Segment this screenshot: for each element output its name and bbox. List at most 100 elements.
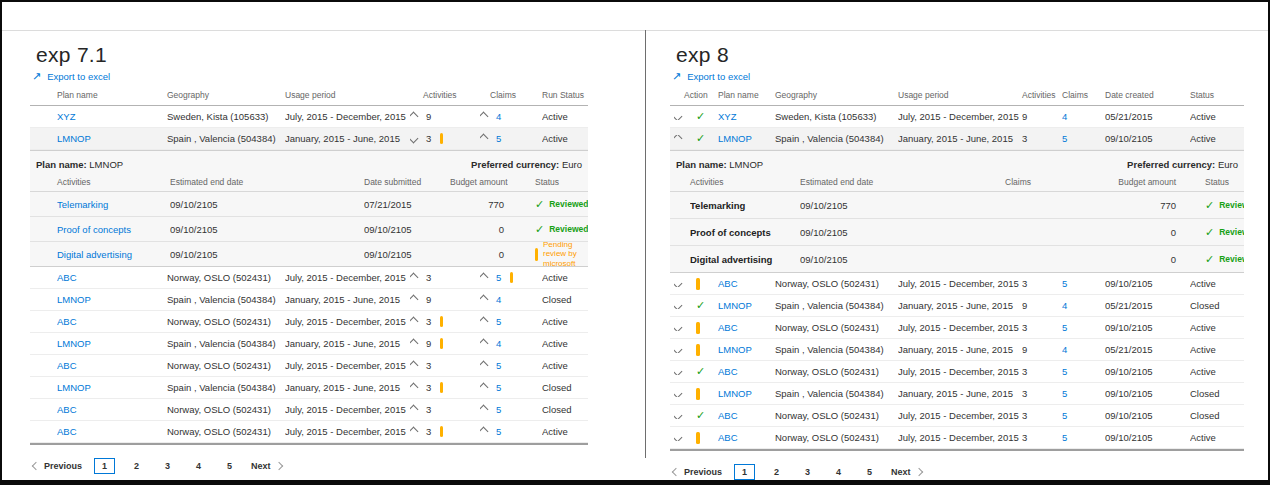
- plan-link[interactable]: ABC: [57, 316, 167, 327]
- chevron-up-icon[interactable]: [674, 135, 682, 142]
- plan-link[interactable]: XYZ: [718, 111, 775, 122]
- chevron-up-icon[interactable]: [410, 339, 418, 349]
- page-number-3[interactable]: 3: [798, 465, 817, 479]
- detail-row[interactable]: Proof of concepts09/10/210509/10/21050✓R…: [30, 217, 588, 242]
- table-row[interactable]: ✓XYZSweden, Kista (105633)July, 2015 - D…: [670, 106, 1244, 128]
- plan-link[interactable]: LMNOP: [718, 388, 775, 399]
- claims-link[interactable]: 5: [496, 360, 501, 371]
- plan-link[interactable]: LMNOP: [718, 300, 775, 311]
- table-row[interactable]: ✓ABCNorway, OSLO (502431)July, 2015 - De…: [670, 361, 1244, 383]
- chevron-up-icon[interactable]: [480, 383, 488, 393]
- table-row[interactable]: LMNOPSpain , Valencia (504384)January, 2…: [30, 333, 588, 355]
- pagination-previous[interactable]: Previous: [33, 461, 82, 471]
- chevron-up-icon[interactable]: [480, 405, 488, 415]
- plan-link[interactable]: ABC: [718, 410, 775, 421]
- plan-link[interactable]: ABC: [57, 360, 167, 371]
- claims-link[interactable]: 5: [496, 426, 501, 437]
- detail-row[interactable]: Digital advertising09/10/210509/10/21050…: [30, 242, 588, 266]
- table-row[interactable]: ABCNorway, OSLO (502431)July, 2015 - Dec…: [670, 273, 1244, 295]
- table-row[interactable]: ABCNorway, OSLO (502431)July, 2015 - Dec…: [30, 267, 588, 289]
- table-row[interactable]: LMNOPSpain , Valencia (504384)January, 2…: [30, 128, 588, 150]
- export-to-excel-link[interactable]: ↗ Export to excel: [32, 71, 110, 82]
- chevron-up-icon[interactable]: [410, 427, 418, 437]
- chevron-up-icon[interactable]: [480, 339, 488, 349]
- chevron-down-icon[interactable]: [674, 368, 682, 375]
- page-number-4[interactable]: 4: [829, 465, 848, 479]
- claims-link[interactable]: 5: [1062, 432, 1105, 443]
- page-number-2[interactable]: 2: [767, 465, 786, 479]
- pagination-next[interactable]: Next: [251, 461, 282, 471]
- page-number-1[interactable]: 1: [734, 464, 755, 480]
- page-number-3[interactable]: 3: [158, 459, 177, 473]
- claims-link[interactable]: 5: [496, 316, 501, 327]
- claims-link[interactable]: 5: [496, 133, 501, 144]
- claims-link[interactable]: 4: [1062, 300, 1105, 311]
- pagination-previous[interactable]: Previous: [673, 467, 722, 477]
- chevron-down-icon[interactable]: [674, 280, 682, 287]
- detail-row[interactable]: Digital advertising09/10/21050✓Reviewed: [670, 246, 1244, 272]
- table-row[interactable]: ABCNorway, OSLO (502431)July, 2015 - Dec…: [30, 421, 588, 443]
- chevron-up-icon[interactable]: [480, 112, 488, 122]
- table-row[interactable]: XYZSweden, Kista (105633)July, 2015 - De…: [30, 106, 588, 128]
- claims-link[interactable]: 5: [1062, 322, 1105, 333]
- chevron-down-icon[interactable]: [674, 346, 682, 353]
- page-number-5[interactable]: 5: [220, 459, 239, 473]
- chevron-left-icon[interactable]: [672, 468, 680, 476]
- table-row[interactable]: LMNOPSpain , Valencia (504384)January, 2…: [30, 377, 588, 399]
- chevron-up-icon[interactable]: [480, 134, 488, 144]
- table-row[interactable]: ABCNorway, OSLO (502431)July, 2015 - Dec…: [670, 317, 1244, 339]
- page-number-5[interactable]: 5: [860, 465, 879, 479]
- chevron-down-icon[interactable]: [674, 434, 682, 441]
- plan-link[interactable]: ABC: [57, 426, 167, 437]
- claims-link[interactable]: 5: [1062, 133, 1105, 144]
- chevron-down-icon[interactable]: [674, 390, 682, 397]
- detail-row[interactable]: Telemarking09/10/210507/21/2015770✓Revie…: [30, 192, 588, 217]
- table-row[interactable]: LMNOPSpain , Valencia (504384)January, 2…: [30, 289, 588, 311]
- chevron-up-icon[interactable]: [410, 405, 418, 415]
- claims-link[interactable]: 4: [496, 111, 501, 122]
- plan-link[interactable]: ABC: [57, 404, 167, 415]
- plan-link[interactable]: LMNOP: [57, 382, 167, 393]
- chevron-up-icon[interactable]: [410, 383, 418, 393]
- chevron-up-icon[interactable]: [480, 295, 488, 305]
- chevron-right-icon[interactable]: [274, 462, 282, 470]
- chevron-up-icon[interactable]: [410, 295, 418, 305]
- chevron-up-icon[interactable]: [480, 273, 488, 283]
- detail-row[interactable]: Telemarking09/10/2105770✓Reviewed: [670, 192, 1244, 219]
- chevron-up-icon[interactable]: [480, 361, 488, 371]
- page-number-4[interactable]: 4: [189, 459, 208, 473]
- plan-link[interactable]: ABC: [57, 272, 167, 283]
- chevron-up-icon[interactable]: [410, 361, 418, 371]
- detail-row[interactable]: Proof of concepts09/10/21050✓Reviewed: [670, 219, 1244, 246]
- plan-link[interactable]: ABC: [718, 366, 775, 377]
- plan-link[interactable]: ABC: [718, 322, 775, 333]
- claims-link[interactable]: 5: [1062, 278, 1105, 289]
- claims-link[interactable]: 4: [496, 338, 501, 349]
- claims-link[interactable]: 5: [1062, 388, 1105, 399]
- claims-link[interactable]: 5: [1062, 410, 1105, 421]
- table-row[interactable]: LMNOPSpain , Valencia (504384)January, 2…: [670, 383, 1244, 405]
- table-row[interactable]: ABCNorway, OSLO (502431)July, 2015 - Dec…: [30, 355, 588, 377]
- chevron-up-icon[interactable]: [410, 317, 418, 327]
- plan-link[interactable]: LMNOP: [718, 133, 775, 144]
- chevron-up-icon[interactable]: [480, 317, 488, 327]
- chevron-down-icon[interactable]: [674, 302, 682, 309]
- chevron-down-icon[interactable]: [674, 113, 682, 120]
- claims-link[interactable]: 5: [1062, 366, 1105, 377]
- chevron-down-icon[interactable]: [674, 324, 682, 331]
- table-row[interactable]: LMNOPSpain , Valencia (504384)January, 2…: [670, 339, 1244, 361]
- chevron-up-icon[interactable]: [410, 273, 418, 283]
- page-number-1[interactable]: 1: [94, 458, 115, 474]
- table-row[interactable]: ✓ABCNorway, OSLO (502431)July, 2015 - De…: [670, 405, 1244, 427]
- table-row[interactable]: ABCNorway, OSLO (502431)July, 2015 - Dec…: [30, 311, 588, 333]
- export-to-excel-link[interactable]: ↗ Export to excel: [672, 71, 750, 82]
- claims-link[interactable]: 4: [1062, 111, 1105, 122]
- claims-link[interactable]: 4: [496, 294, 501, 305]
- claims-link[interactable]: 5: [496, 272, 501, 283]
- chevron-down-icon[interactable]: [674, 412, 682, 419]
- plan-link[interactable]: ABC: [718, 278, 775, 289]
- chevron-down-icon[interactable]: [410, 134, 418, 144]
- table-row[interactable]: ABCNorway, OSLO (502431)July, 2015 - Dec…: [670, 427, 1244, 449]
- chevron-left-icon[interactable]: [32, 462, 40, 470]
- table-row[interactable]: ABCNorway, OSLO (502431)July, 2015 - Dec…: [30, 399, 588, 421]
